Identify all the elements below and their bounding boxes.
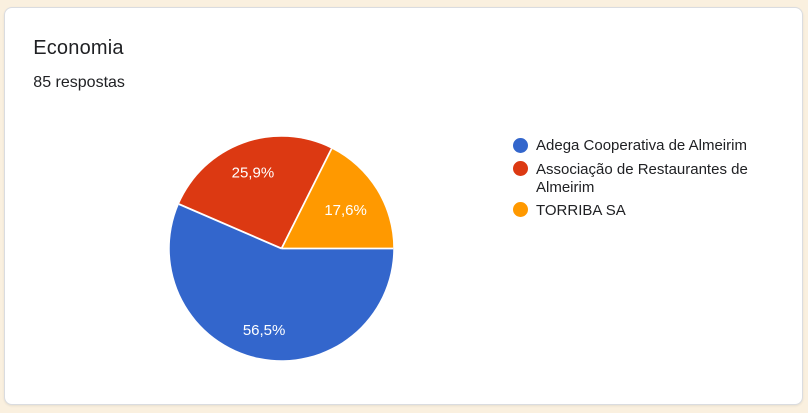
svg-text:17,6%: 17,6% [324,202,367,219]
svg-text:25,9%: 25,9% [232,164,275,181]
svg-text:56,5%: 56,5% [243,322,286,339]
